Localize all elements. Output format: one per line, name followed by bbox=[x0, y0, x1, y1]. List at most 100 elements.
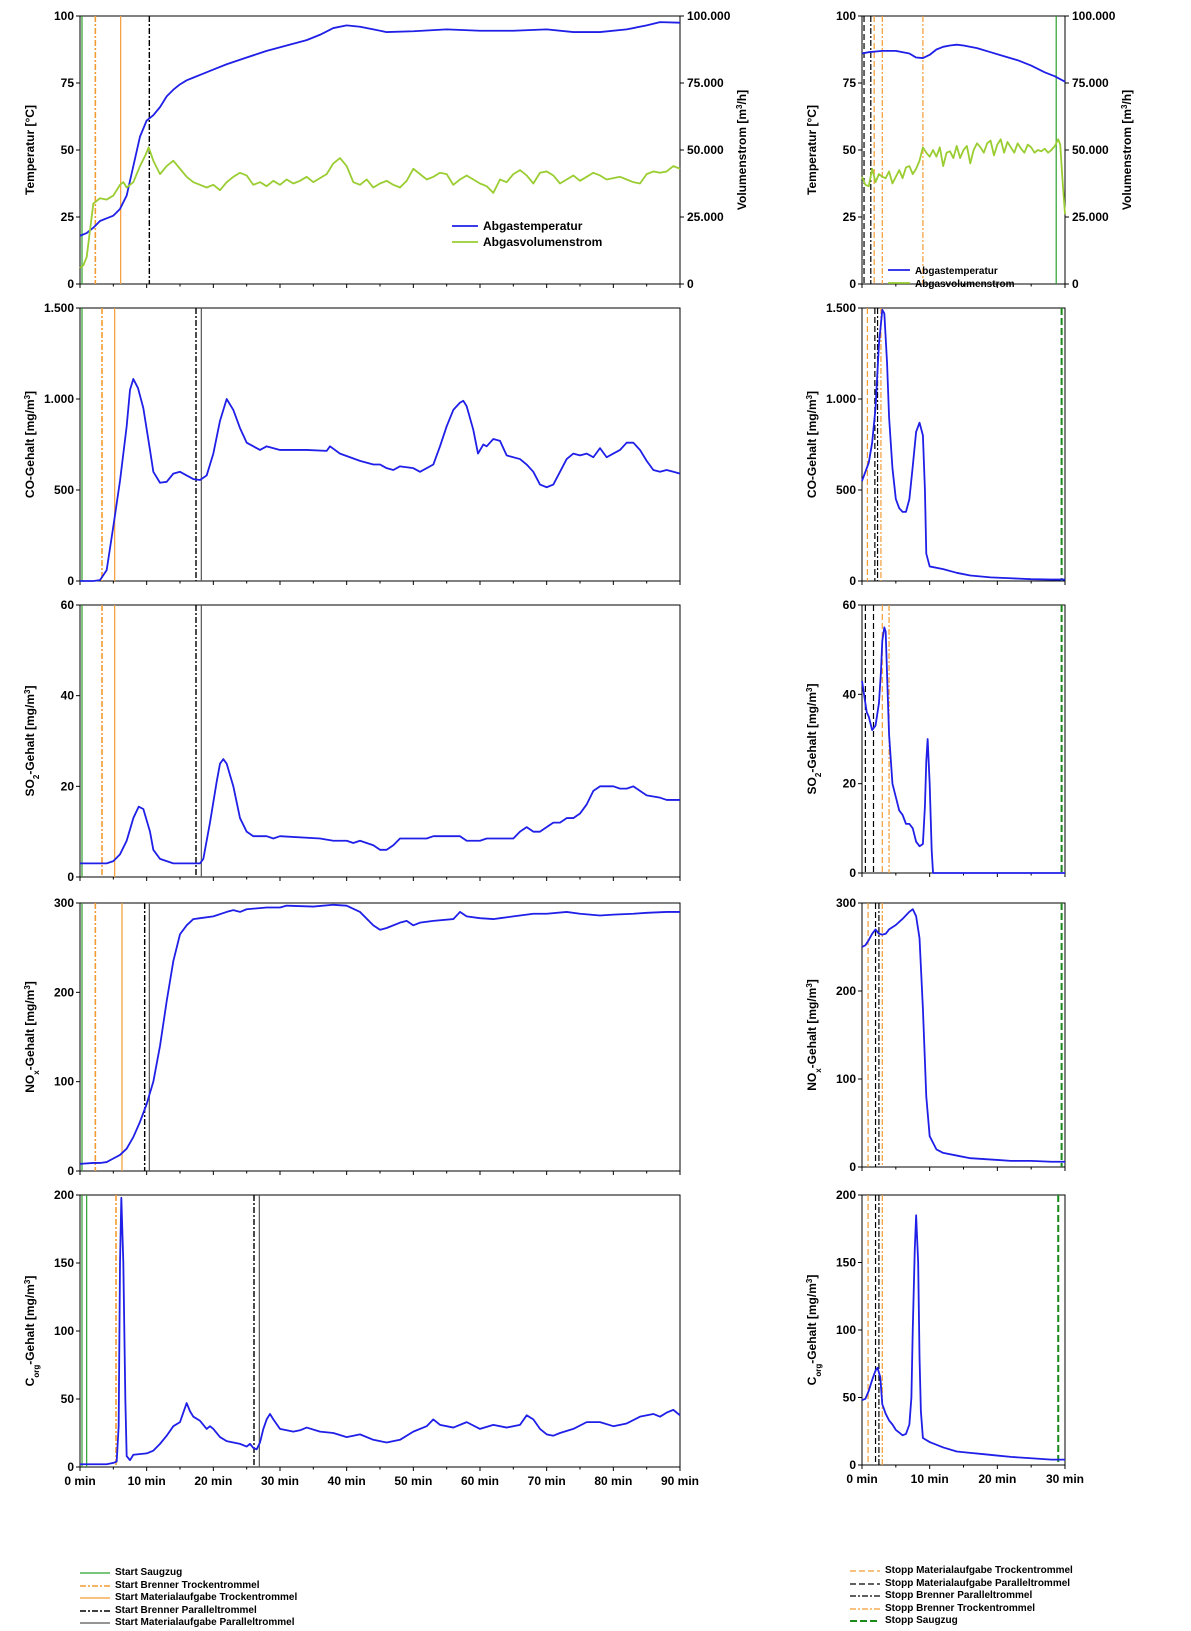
legend-item: Stopp Brenner Paralleltrommel bbox=[850, 1590, 1073, 1603]
legend-label: Abgasvolumenstrom bbox=[915, 279, 1015, 290]
x-tick-label: 30 min bbox=[261, 1474, 299, 1488]
y-tick-label: 100 bbox=[836, 1323, 856, 1337]
legend-line-icon bbox=[80, 1610, 110, 1612]
chart-corg-left: 0 50 100 150 200 Corg-Gehalt [mg/m3] 0 min 10 m… bbox=[23, 1188, 700, 1488]
legend-line-icon bbox=[850, 1608, 880, 1610]
legend-item: Start Brenner Trockentrommel bbox=[80, 1580, 297, 1593]
legend-item-label: Stopp Materialaufgabe Paralleltrommel bbox=[885, 1577, 1071, 1589]
series-line-value bbox=[79, 903, 680, 1165]
x-tick-label: 10 min bbox=[128, 1474, 166, 1488]
y-tick-label: 100 bbox=[836, 9, 856, 23]
legend-item-label: Stopp Brenner Paralleltrommel bbox=[885, 1590, 1033, 1601]
y-tick-label: 0 bbox=[67, 277, 74, 291]
chart-corg-right: 0 50 100 150 200 Corg-Gehalt [mg/m3] 0 min 10 m… bbox=[805, 1188, 1085, 1486]
legend-item: Start Saugzug bbox=[80, 1567, 297, 1580]
series-line-value bbox=[80, 378, 681, 582]
legend-line-icon bbox=[850, 1620, 880, 1623]
chart-co-left: 0 500 1.000 1.500 CO-Gehalt [mg/m3] bbox=[23, 301, 681, 588]
x-tick-label: 70 min bbox=[528, 1474, 566, 1488]
y-tick-label: 50 bbox=[61, 143, 75, 157]
x-tick-label: 30 min bbox=[1046, 1472, 1084, 1486]
x-tick-label: 0 min bbox=[64, 1474, 95, 1488]
legend-line-icon bbox=[80, 1572, 110, 1574]
legend-item: Start Brenner Paralleltrommel bbox=[80, 1605, 297, 1618]
legend-item: Start Materialaufgabe Paralleltrommel bbox=[80, 1617, 297, 1630]
legend-item: Start Materialaufgabe Trockentrommel bbox=[80, 1592, 297, 1605]
series-line-value bbox=[861, 1214, 1065, 1461]
plot-area bbox=[79, 307, 681, 582]
x-tick-label: 90 min bbox=[661, 1474, 699, 1488]
y-tick-label: 75 bbox=[61, 76, 75, 90]
series-line-value bbox=[861, 908, 1065, 1163]
x-tick-label: 0 min bbox=[846, 1472, 877, 1486]
y-tick-label: 0 bbox=[849, 866, 856, 880]
chart-so2-left: 0 20 40 60 SO2-Gehalt [mg/m3] bbox=[23, 598, 681, 884]
legend-line-icon bbox=[850, 1570, 880, 1572]
y-tick-label: 60 bbox=[61, 598, 75, 612]
y-tick-label: 100 bbox=[836, 1072, 856, 1086]
y-tick-label: 50 bbox=[843, 1391, 857, 1405]
y-tick-label: 1.000 bbox=[826, 392, 856, 406]
y-tick-label: 0 bbox=[67, 870, 74, 884]
y-tick-label: 20 bbox=[61, 779, 75, 793]
legend-line-icon bbox=[80, 1597, 110, 1599]
y2-tick-label: 25.000 bbox=[687, 210, 724, 224]
series-line-value bbox=[80, 1196, 681, 1466]
series-line-abgasvolumenstrom bbox=[79, 146, 681, 269]
x-tick-label: 20 min bbox=[194, 1474, 232, 1488]
y-tick-label: 60 bbox=[843, 598, 857, 612]
legend-line-icon bbox=[80, 1584, 110, 1587]
y2-tick-label: 75.000 bbox=[1072, 76, 1109, 90]
plot-area bbox=[861, 1194, 1066, 1466]
y2-tick-label: 50.000 bbox=[687, 143, 724, 157]
legend-item-label: Start Materialaufgabe Paralleltrommel bbox=[115, 1617, 295, 1628]
y-tick-label: 50 bbox=[61, 1392, 75, 1406]
legend-item-label: Start Brenner Trockentrommel bbox=[115, 1579, 260, 1591]
y-axis-label: Corg-Gehalt [mg/m3] bbox=[23, 1276, 41, 1387]
plot-area bbox=[861, 307, 1066, 582]
y2-tick-label: 100.000 bbox=[1072, 9, 1116, 23]
y-tick-label: 100 bbox=[54, 1075, 74, 1089]
x-tick-label: 60 min bbox=[461, 1474, 499, 1488]
x-tick-label: 50 min bbox=[394, 1474, 432, 1488]
plot-area bbox=[861, 902, 1066, 1168]
chart-nox-right: 0 100 200 300 NOx-Gehalt [mg/m3] bbox=[805, 896, 1066, 1174]
y2-tick-label: 100.000 bbox=[687, 9, 731, 23]
y-tick-label: 300 bbox=[836, 896, 856, 910]
y2-tick-label: 50.000 bbox=[1072, 143, 1109, 157]
y-axis-label: NOx-Gehalt [mg/m3] bbox=[23, 981, 41, 1093]
y2-axis-label: Volumenstrom [m3/h] bbox=[735, 90, 750, 210]
y-tick-label: 150 bbox=[836, 1256, 856, 1270]
y-tick-label: 50 bbox=[843, 143, 857, 157]
series-line-abgastemperatur bbox=[79, 21, 681, 237]
plot-area bbox=[861, 604, 1066, 874]
y-tick-label: 1.000 bbox=[44, 392, 74, 406]
y-tick-label: 25 bbox=[843, 210, 857, 224]
legend-item-label: Start Materialaufgabe Trockentrommel bbox=[115, 1592, 298, 1603]
series-line-value bbox=[861, 308, 1065, 581]
legend-line-icon bbox=[850, 1595, 880, 1597]
plot-area bbox=[79, 1194, 681, 1468]
legend-label: Abgastemperatur bbox=[483, 219, 583, 233]
y-tick-label: 200 bbox=[54, 1188, 74, 1202]
y-tick-label: 200 bbox=[836, 984, 856, 998]
legend-item: Stopp Materialaufgabe Paralleltrommel bbox=[850, 1578, 1073, 1591]
chart-temp-right: 0 25 50 75 100 0 25.000 50.000 75.000 100.000 Volu… bbox=[805, 9, 1134, 291]
y2-tick-label: 0 bbox=[1072, 277, 1079, 291]
y2-tick-label: 75.000 bbox=[687, 76, 724, 90]
y-tick-label: 300 bbox=[54, 896, 74, 910]
legend-label: Abgastemperatur bbox=[915, 266, 998, 277]
y-axis-label: NOx-Gehalt [mg/m3] bbox=[805, 979, 823, 1091]
legend-line-icon bbox=[850, 1583, 880, 1585]
y-axis-label: Temperatur [°C] bbox=[23, 105, 37, 195]
x-tick-label: 10 min bbox=[911, 1472, 949, 1486]
y2-axis-label: Volumenstrom [m3/h] bbox=[1120, 90, 1135, 210]
y-axis-label: SO2-Gehalt [mg/m3] bbox=[23, 686, 41, 797]
y2-tick-label: 25.000 bbox=[1072, 210, 1109, 224]
legend-stop-events: Stopp Materialaufgabe Trockentrommel Stop… bbox=[850, 1565, 1073, 1628]
y-tick-label: 500 bbox=[836, 483, 856, 497]
legend-line-icon bbox=[80, 1622, 110, 1624]
legend-item-label: Start Saugzug bbox=[115, 1567, 183, 1578]
y2-tick-label: 0 bbox=[687, 277, 694, 291]
